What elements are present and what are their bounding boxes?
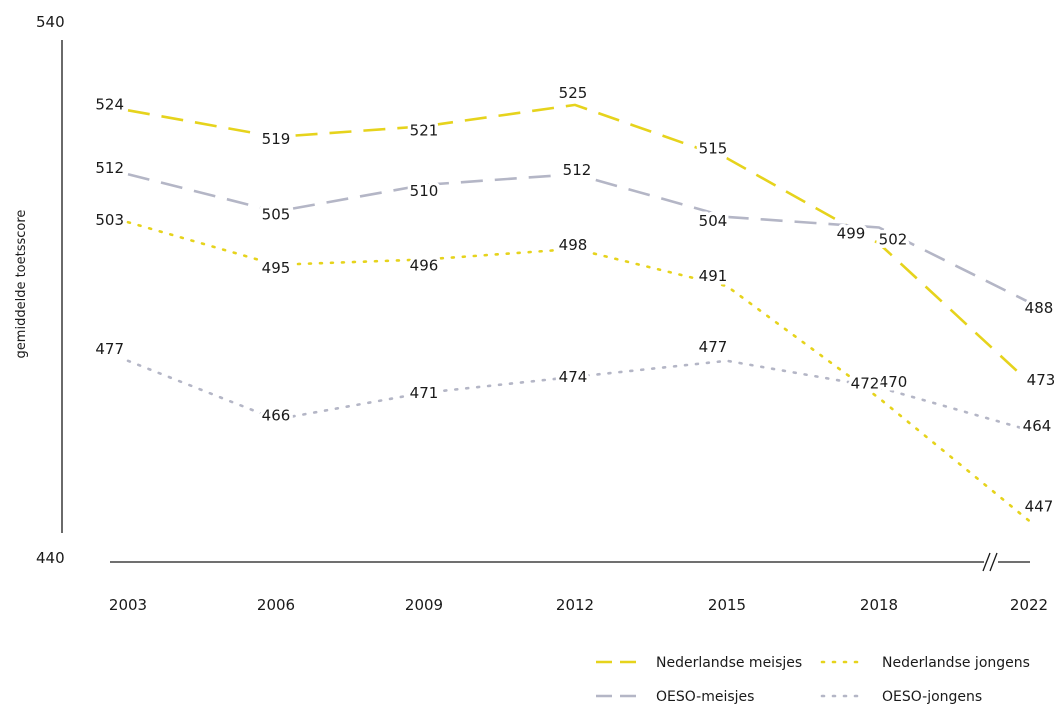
series-lines: [126, 103, 1031, 522]
data-label: 521: [410, 121, 439, 139]
data-label: 505: [262, 206, 291, 224]
series-line-3: [126, 359, 1031, 432]
legend-label: Nederlandse meisjes: [656, 655, 802, 671]
data-label: 503: [95, 211, 124, 229]
legend-label: OESO-meisjes: [656, 689, 754, 705]
x-tick-label: 2022: [1010, 596, 1048, 614]
x-tick-label: 2012: [556, 596, 594, 614]
data-label: 504: [699, 212, 728, 230]
data-label: 474: [559, 368, 588, 386]
data-label: 477: [95, 340, 124, 358]
data-label: 488: [1025, 299, 1054, 317]
data-label: 512: [563, 161, 592, 179]
data-label: 473: [1027, 371, 1054, 389]
y-tick-label-max: 540: [36, 13, 65, 31]
data-label: 491: [699, 267, 728, 285]
data-labels: 524 519 521 525 515 499 473 512 505 510 512 504 502 4…: [92, 80, 1054, 519]
legend-label: OESO-jongens: [882, 689, 982, 705]
series-line-2: [126, 220, 1031, 522]
x-tick-label: 2018: [860, 596, 898, 614]
data-label: 477: [699, 338, 728, 356]
data-label: 447: [1025, 498, 1054, 516]
data-label: 466: [262, 406, 291, 424]
data-label: 471: [410, 384, 439, 402]
x-tick-label: 2015: [708, 596, 746, 614]
data-label: 496: [410, 257, 439, 275]
y-axis-title: gemiddelde toetsscore: [14, 210, 29, 359]
y-tick-label-min: 440: [36, 549, 65, 567]
x-tick-label: 2003: [109, 596, 147, 614]
legend-item: Nederlandse jongens: [820, 655, 1030, 671]
legend-label: Nederlandse jongens: [882, 655, 1030, 671]
legend-item: OESO-jongens: [820, 689, 982, 705]
data-label: 502: [879, 231, 908, 249]
data-label: 499: [837, 225, 866, 243]
data-label: 512: [95, 159, 124, 177]
series-line-1: [127, 172, 1030, 304]
data-label: 524: [95, 95, 124, 113]
data-label: 464: [1023, 417, 1052, 435]
data-label: 495: [262, 259, 291, 277]
data-label: 519: [262, 130, 291, 148]
legend: Nederlandse meisjes OESO-meisjes Nederland…: [596, 655, 1030, 705]
legend-item: OESO-meisjes: [596, 689, 754, 705]
data-label: 510: [410, 182, 439, 200]
x-tick-label: 2009: [405, 596, 443, 614]
data-label: 525: [559, 84, 588, 102]
data-label: 498: [559, 236, 588, 254]
data-label: 515: [699, 139, 728, 157]
x-axis-break: [982, 552, 998, 572]
x-tick-label: 2006: [257, 596, 295, 614]
data-label: 472: [851, 374, 880, 392]
series-line-0: [127, 103, 1030, 384]
chart-axes: 540 440 gemiddelde toetsscore: [14, 13, 1030, 572]
x-tick-labels: 2003 2006 2009 2012 2015 2018 2022: [109, 596, 1048, 614]
data-label: 470: [879, 373, 908, 391]
legend-item: Nederlandse meisjes: [596, 655, 802, 671]
